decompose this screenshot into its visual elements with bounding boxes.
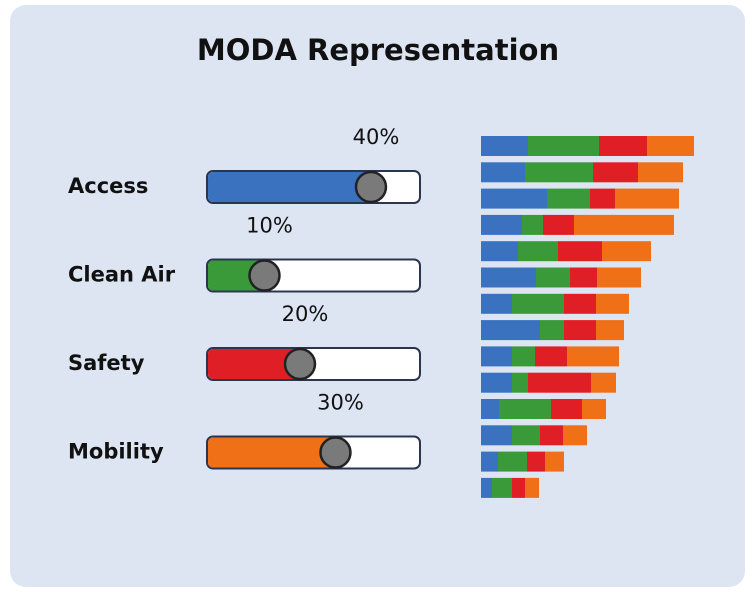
bar-segment bbox=[563, 425, 587, 446]
bar-segment bbox=[545, 451, 564, 472]
bar-segment bbox=[647, 136, 694, 156]
bar-segment bbox=[481, 214, 522, 235]
bar-segment bbox=[582, 399, 606, 419]
bar-segment bbox=[597, 267, 641, 288]
slider-value: 40% bbox=[353, 125, 400, 149]
slider-label: Safety bbox=[68, 351, 145, 375]
bar-segment bbox=[481, 399, 499, 419]
slider-value: 10% bbox=[246, 214, 293, 238]
slider-knob[interactable] bbox=[319, 436, 352, 469]
bar-segment bbox=[528, 136, 599, 156]
bar-segment bbox=[527, 451, 545, 472]
bar-segment bbox=[512, 346, 535, 367]
slider-knob[interactable] bbox=[354, 170, 388, 204]
bar-segment bbox=[536, 267, 570, 288]
bar-segment bbox=[551, 399, 582, 419]
bar-segment bbox=[512, 477, 525, 498]
bar-segment bbox=[481, 162, 525, 183]
bar-segment bbox=[535, 346, 567, 367]
bar-segment bbox=[547, 188, 590, 209]
title: MODA Representation bbox=[197, 33, 559, 67]
bar-segment bbox=[602, 241, 651, 262]
bar-segment bbox=[638, 162, 683, 183]
bar-segment bbox=[596, 293, 629, 314]
bar-segment bbox=[492, 477, 512, 498]
card bbox=[10, 5, 745, 587]
bar-segment bbox=[596, 320, 624, 341]
bar-segment bbox=[570, 267, 597, 288]
bar-segment bbox=[528, 372, 591, 393]
bar-segment bbox=[499, 399, 551, 419]
slider-fill bbox=[208, 349, 300, 379]
bar-segment bbox=[615, 188, 679, 209]
slider-label: Access bbox=[68, 174, 148, 198]
slider-knob[interactable] bbox=[248, 259, 281, 292]
bar-segment bbox=[481, 346, 512, 367]
bar-segment bbox=[481, 267, 536, 288]
bar-segment bbox=[481, 477, 492, 498]
bar-segment bbox=[522, 214, 543, 235]
slider-value: 20% bbox=[282, 302, 329, 326]
bar-segment bbox=[540, 425, 563, 446]
bar-segment bbox=[518, 241, 558, 262]
slider-label: Mobility bbox=[68, 440, 164, 464]
slider-value: 30% bbox=[317, 391, 364, 415]
bar-segment bbox=[599, 136, 647, 156]
bar-segment bbox=[590, 188, 615, 209]
bar-segment bbox=[540, 320, 564, 341]
slider-fill bbox=[208, 172, 371, 202]
bar-segment bbox=[481, 425, 512, 446]
slider-fill bbox=[208, 437, 336, 468]
slider-knob[interactable] bbox=[283, 347, 317, 381]
bar-segment bbox=[498, 451, 527, 472]
bar-segment bbox=[525, 477, 539, 498]
bar-segment bbox=[481, 451, 498, 472]
bar-segment bbox=[481, 136, 528, 156]
bar-segment bbox=[525, 162, 593, 183]
bar-segment bbox=[567, 346, 619, 367]
bar-segment bbox=[512, 293, 564, 314]
bar-segment bbox=[481, 372, 512, 393]
bar-segment bbox=[564, 320, 596, 341]
bar-segment bbox=[574, 214, 674, 235]
slider-label: Clean Air bbox=[68, 263, 176, 287]
bar-segment bbox=[591, 372, 616, 393]
bar-segment bbox=[512, 372, 528, 393]
bar-segment bbox=[564, 293, 596, 314]
bar-segment bbox=[481, 188, 547, 209]
bar-segment bbox=[543, 214, 574, 235]
bar-segment bbox=[512, 425, 540, 446]
bar-segment bbox=[558, 241, 602, 262]
bar-segment bbox=[481, 293, 512, 314]
bar-segment bbox=[481, 320, 540, 341]
bar-segment bbox=[593, 162, 638, 183]
bar-segment bbox=[481, 241, 518, 262]
